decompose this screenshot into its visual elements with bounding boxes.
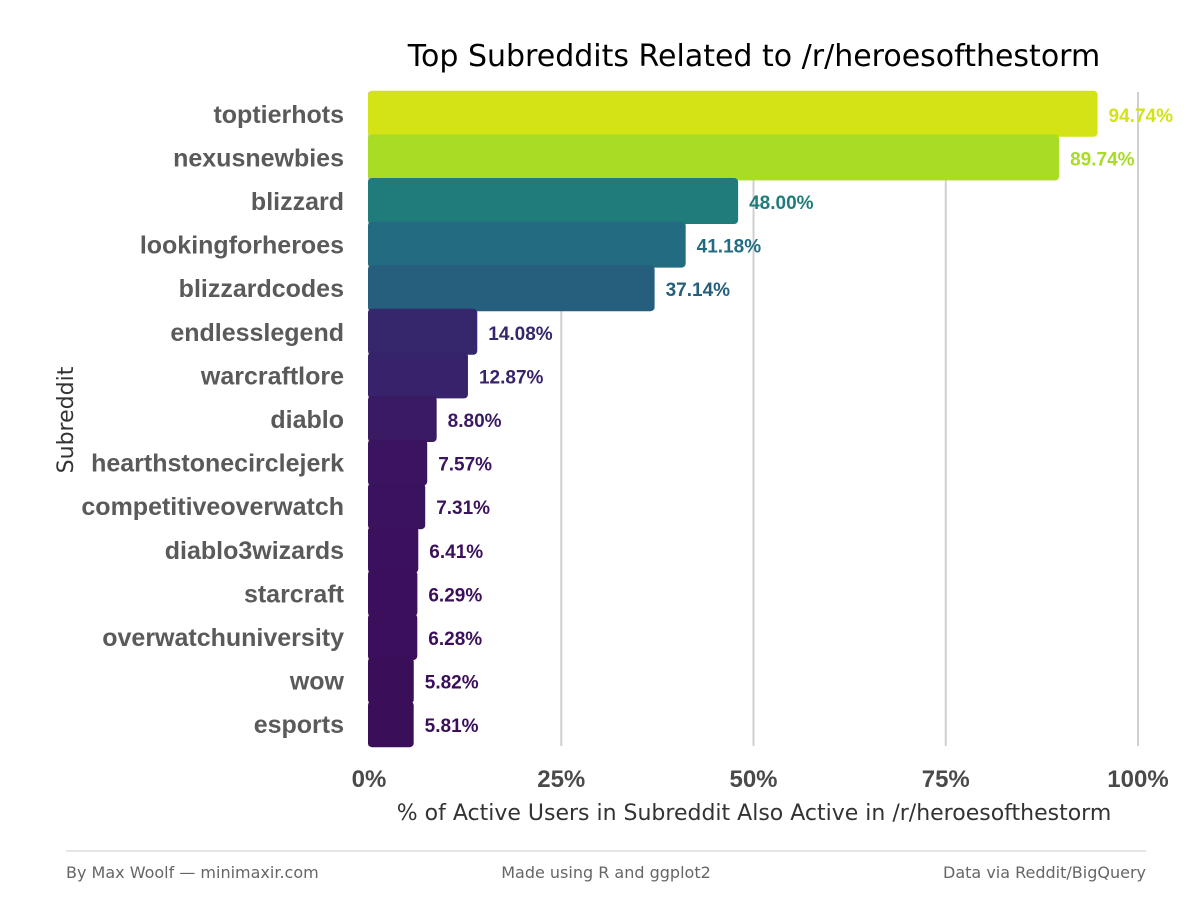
category-label: diablo3wizards [165, 537, 344, 565]
x-tick-label: 0% [352, 766, 387, 793]
value-label: 12.87% [479, 367, 544, 388]
bar [368, 221, 686, 268]
value-label: 5.82% [425, 673, 479, 694]
bar [368, 308, 478, 355]
chart-title: Top Subreddits Related to /r/heroesofthe… [407, 39, 1100, 74]
bar [368, 614, 418, 660]
value-label: 6.28% [428, 629, 482, 650]
y-axis-title: Subreddit [54, 366, 79, 473]
bar [368, 439, 428, 486]
category-label: wow [289, 668, 345, 696]
x-tick-label: 25% [537, 766, 585, 793]
bar [368, 483, 426, 530]
category-label: overwatchuniversity [102, 624, 344, 652]
value-label: 5.81% [425, 716, 479, 737]
footer-source: Data via Reddit/BigQuery [943, 863, 1146, 882]
value-label: 14.08% [488, 324, 553, 345]
value-labels: 94.74% 89.74% 48.00% 41.18% 37.14% 14.08% 12.8… [425, 106, 1173, 737]
bar [368, 90, 1098, 137]
value-label: 89.74% [1070, 149, 1135, 170]
bar [368, 701, 414, 748]
category-label: blizzardcodes [179, 275, 344, 303]
x-axis-title: % of Active Users in Subreddit Also Acti… [397, 801, 1112, 826]
bar [368, 352, 468, 399]
value-label: 37.14% [666, 280, 731, 301]
bar [368, 657, 414, 704]
bars [368, 90, 1098, 748]
x-tick-labels: 0% 25% 50% 75% 100% [352, 766, 1169, 793]
category-label: esports [254, 711, 344, 739]
value-label: 6.29% [428, 585, 482, 606]
category-label: diablo [270, 406, 344, 434]
bar [368, 396, 437, 442]
x-tick-label: 100% [1107, 766, 1168, 793]
value-label: 8.80% [448, 411, 502, 432]
category-label: nexusnewbies [173, 144, 344, 172]
category-label: competitiveoverwatch [81, 493, 344, 521]
value-label: 94.74% [1109, 106, 1174, 127]
bar [368, 265, 655, 312]
value-label: 6.41% [429, 542, 483, 563]
value-label: 7.31% [436, 498, 490, 519]
bar [368, 134, 1060, 181]
value-label: 48.00% [749, 193, 814, 214]
category-label: starcraft [244, 580, 345, 608]
footer-credit: By Max Woolf — minimaxir.com [66, 863, 319, 882]
value-label: 7.57% [438, 455, 492, 476]
category-label: endlesslegend [170, 319, 344, 347]
category-label: hearthstonecirclejerk [91, 450, 344, 478]
bar [368, 178, 739, 224]
bar [368, 570, 418, 617]
value-label: 41.18% [697, 237, 762, 258]
category-label: blizzard [251, 188, 344, 216]
footer-tool: Made using R and ggplot2 [501, 863, 711, 882]
x-tick-label: 75% [922, 766, 970, 793]
category-labels: toptierhots nexusnewbies blizzard lookingfo… [81, 101, 344, 739]
bar [368, 526, 419, 573]
category-label: toptierhots [213, 101, 344, 129]
category-label: lookingforheroes [140, 232, 344, 260]
category-label: warcraftlore [200, 362, 344, 390]
x-tick-label: 50% [729, 766, 777, 793]
